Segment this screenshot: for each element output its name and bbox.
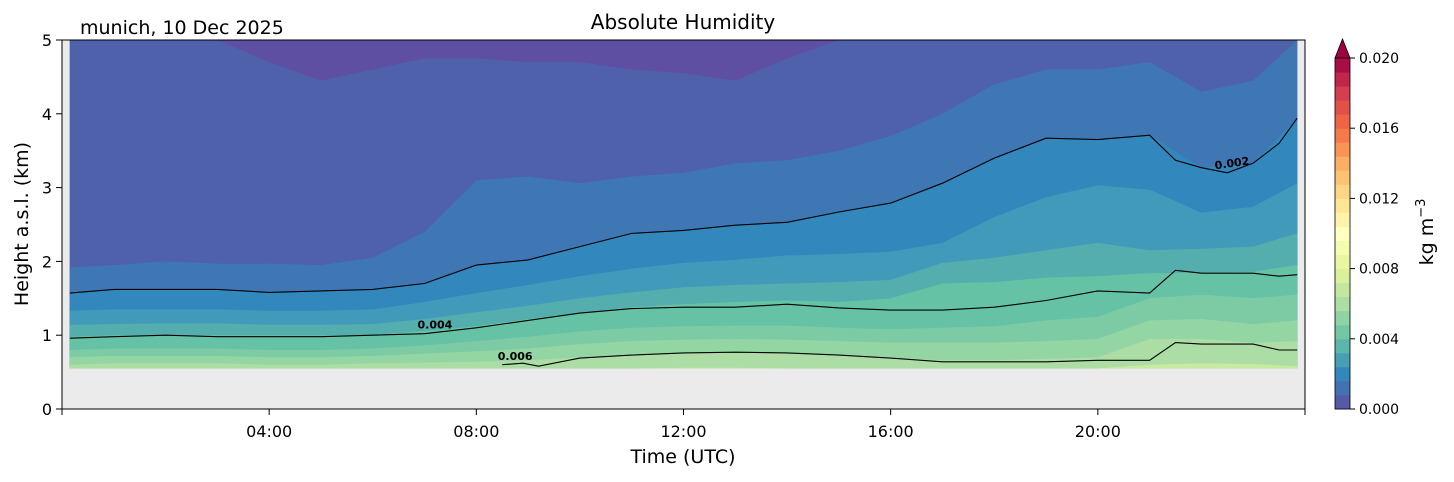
x-tick-label: 08:00 [453,422,499,441]
colorbar-band [1335,156,1350,171]
y-tick-label: 0 [42,400,52,419]
colorbar-band [1335,184,1350,199]
colorbar-band [1335,198,1350,213]
x-tick-label: 04:00 [246,422,292,441]
colorbar-band [1335,366,1350,382]
x-tick-label: 16:00 [868,422,914,441]
colorbar-band [1335,142,1350,157]
colorbar-unit-exponent: −3 [1414,199,1429,218]
colorbar-band [1335,296,1350,312]
contour-fills [69,40,1298,369]
colorbar-band [1335,128,1350,143]
colorbar-tick-label: 0.020 [1359,51,1399,67]
y-tick-label: 1 [42,326,52,345]
site-date-label: munich, 10 Dec 2025 [80,17,284,39]
colorbar-tick-label: 0.016 [1359,121,1399,137]
colorbar-band [1335,72,1350,87]
colorbar-tick-label: 0.008 [1359,262,1399,278]
colorbar-band [1335,268,1350,284]
y-tick-label: 3 [42,179,52,198]
x-tick-label: 20:00 [1075,422,1121,441]
y-tick-label: 5 [42,31,52,50]
colorbar-unit: kg m [1416,218,1438,266]
colorbar-band [1335,114,1350,129]
chart-title: Absolute Humidity [591,10,776,34]
contour-line-0.002 [69,117,1298,294]
contour-lines: 0.002 0.004 0.006 [69,117,1298,367]
colorbar-band [1335,212,1350,227]
contour-band-7 [69,319,1298,369]
colorbar-band [1335,282,1350,298]
colorbar-band [1335,58,1350,73]
contour-line-0.004 [69,269,1298,339]
x-tick-label: 12:00 [660,422,706,441]
colorbar-label: kg m−3 [1414,199,1438,266]
x-axis-label: Time (UTC) [629,446,735,468]
contour-label-0.006: 0.006 [498,350,533,363]
colorbar-tick-label: 0.000 [1359,402,1399,418]
x-axis: 04:00 08:00 12:00 16:00 20:00 [61,409,1306,441]
contour-band-8 [69,338,1298,369]
contour-label-0.004: 0.004 [418,319,453,332]
colorbar-tick-label: 0.012 [1359,191,1399,207]
colorbar-extend-arrow [1334,37,1351,59]
colorbar-band [1335,170,1350,185]
plot-area: 0.002 0.004 0.006 [61,39,1306,410]
colorbar-band [1335,338,1350,354]
colorbar-band [1335,310,1350,326]
contour-label-0.002: 0.002 [1214,155,1250,173]
y-tick-label: 4 [42,105,52,124]
y-axis-label: Height a.s.l. (km) [11,142,33,306]
colorbar-band [1335,380,1350,396]
contour-band-9 [69,363,1298,369]
colorbar-band [1335,100,1350,115]
colorbar-band [1335,394,1350,410]
colorbar-band [1335,324,1350,340]
colorbar-band [1335,240,1350,256]
y-axis: 0 1 2 3 4 5 [42,31,62,419]
contour-line-0.006 [502,342,1298,367]
colorbar-band [1335,352,1350,368]
colorbar-band [1335,86,1350,101]
colorbar-frame [1334,58,1351,410]
colorbar-tick-label: 0.004 [1359,332,1399,348]
colorbar: 0.000 0.004 0.008 0.012 0.016 0.020 [1334,37,1399,418]
colorbar-band [1335,226,1350,242]
y-tick-label: 2 [42,252,52,271]
colorbar-band [1335,254,1350,270]
